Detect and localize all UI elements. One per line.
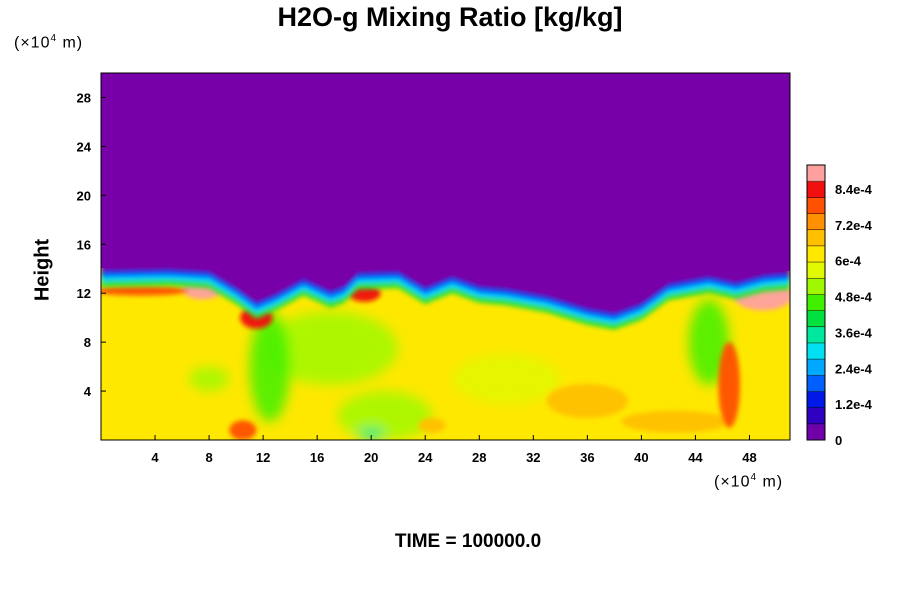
colorbar-segment <box>807 375 825 392</box>
colorbar-segment <box>807 326 825 344</box>
time-readout: TIME = 100000.0 <box>394 531 542 552</box>
dry-patch <box>337 391 432 440</box>
dry-patch <box>688 299 730 385</box>
x-tick-label: 36 <box>580 450 594 465</box>
dry-patch <box>452 354 561 404</box>
colorbar-frame <box>806 164 826 441</box>
colorbar-segment <box>807 165 825 182</box>
colorbar-segment <box>807 359 825 376</box>
moist-patch <box>546 383 628 418</box>
colorbar-segment <box>807 423 825 441</box>
y-tick-label: 24 <box>77 139 92 154</box>
dry-patch <box>249 311 291 422</box>
y-tick-label: 20 <box>77 188 91 203</box>
colorbar-tick-label: 1.2e-4 <box>835 397 873 412</box>
x-tick-label: 8 <box>205 450 212 465</box>
colorbar-tick-label: 7.2e-4 <box>835 218 873 233</box>
colorbar-segment <box>807 229 825 247</box>
colorbar-segment <box>807 391 825 409</box>
moist-patch <box>229 420 257 440</box>
colorbar-segment <box>807 181 825 198</box>
x-axis-ticks: 4 8 12 16 20 24 28 32 36 40 44 48 <box>151 435 757 465</box>
x-axis-unit: (×104 m) <box>714 472 784 491</box>
colorbar-tick-label: 2.4e-4 <box>835 361 873 376</box>
chart-title: H2O-g Mixing Ratio [kg/kg] <box>277 2 623 32</box>
field-layer <box>101 73 790 440</box>
y-tick-label: 4 <box>84 384 92 399</box>
texture-layer <box>188 299 730 440</box>
moist-patch <box>418 417 446 433</box>
moist-patch <box>718 342 741 428</box>
colorbar-segment <box>807 262 825 279</box>
colorbar-segment <box>807 342 825 360</box>
x-tick-label: 44 <box>688 450 703 465</box>
y-tick-label: 28 <box>77 90 91 105</box>
x-tick-label: 48 <box>742 450 756 465</box>
x-tick-label: 16 <box>310 450 324 465</box>
y-axis-unit: (×104 m) <box>14 33 84 52</box>
x-tick-label: 32 <box>526 450 540 465</box>
x-tick-label: 40 <box>634 450 648 465</box>
colorbar-tick-label: 3.6e-4 <box>835 325 873 340</box>
free-atmosphere <box>101 73 790 311</box>
colorbar-tick-label: 8.4e-4 <box>835 182 873 197</box>
y-tick-label: 8 <box>84 335 91 350</box>
y-tick-label: 12 <box>77 286 91 301</box>
colorbar-segment <box>807 213 825 231</box>
plot-frame <box>100 72 791 441</box>
colorbar-segment <box>807 310 825 328</box>
colorbar-segment <box>807 245 825 263</box>
x-tick-label: 12 <box>256 450 270 465</box>
colorbar-segment <box>807 294 825 312</box>
colorbar-segment <box>807 197 825 215</box>
dry-patch <box>188 366 230 392</box>
x-tick-label: 20 <box>364 450 378 465</box>
colorbar: 0 1.2e-4 2.4e-4 3.6e-4 4.8e-4 6e-4 7.2e-4 8.4e-… <box>806 164 873 448</box>
dry-patch <box>357 427 385 440</box>
colorbar-tick-label: 6e-4 <box>835 254 862 269</box>
colorbar-tick-label: 0 <box>835 433 842 448</box>
y-axis-ticks: 4 8 12 16 20 24 28 <box>77 90 106 399</box>
colorbar-segment <box>807 407 825 425</box>
moist-patch <box>621 410 730 433</box>
colorbar-segment <box>807 278 825 295</box>
x-tick-label: 4 <box>151 450 159 465</box>
moist-patch <box>101 285 189 296</box>
colorbar-tick-label: 4.8e-4 <box>835 290 873 305</box>
x-tick-label: 28 <box>472 450 486 465</box>
dry-patch <box>263 311 399 385</box>
y-tick-label: 16 <box>77 237 91 252</box>
x-tick-label: 24 <box>418 450 433 465</box>
